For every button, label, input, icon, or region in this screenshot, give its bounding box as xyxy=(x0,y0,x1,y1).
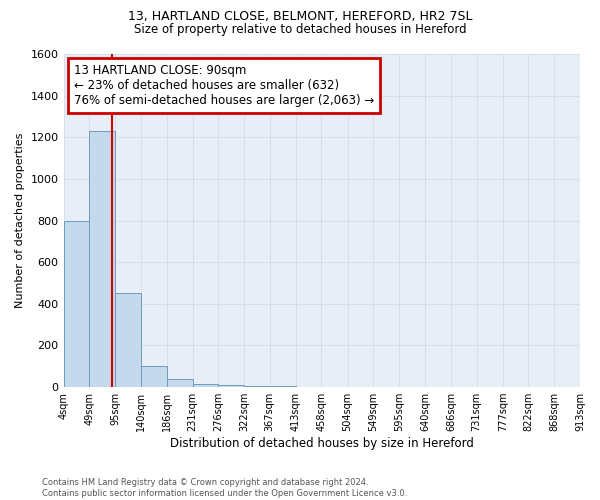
Text: Size of property relative to detached houses in Hereford: Size of property relative to detached ho… xyxy=(134,22,466,36)
Bar xyxy=(270,386,296,387)
Bar xyxy=(244,386,270,387)
Y-axis label: Number of detached properties: Number of detached properties xyxy=(15,133,25,308)
Text: Contains HM Land Registry data © Crown copyright and database right 2024.
Contai: Contains HM Land Registry data © Crown c… xyxy=(42,478,407,498)
Bar xyxy=(64,220,89,387)
Bar xyxy=(89,131,115,387)
X-axis label: Distribution of detached houses by size in Hereford: Distribution of detached houses by size … xyxy=(170,437,474,450)
Bar xyxy=(218,386,244,387)
Bar xyxy=(167,379,193,387)
Bar xyxy=(115,294,141,387)
Bar xyxy=(141,366,167,387)
Text: 13, HARTLAND CLOSE, BELMONT, HEREFORD, HR2 7SL: 13, HARTLAND CLOSE, BELMONT, HEREFORD, H… xyxy=(128,10,472,23)
Text: 13 HARTLAND CLOSE: 90sqm
← 23% of detached houses are smaller (632)
76% of semi-: 13 HARTLAND CLOSE: 90sqm ← 23% of detach… xyxy=(74,64,374,107)
Bar xyxy=(193,384,218,387)
